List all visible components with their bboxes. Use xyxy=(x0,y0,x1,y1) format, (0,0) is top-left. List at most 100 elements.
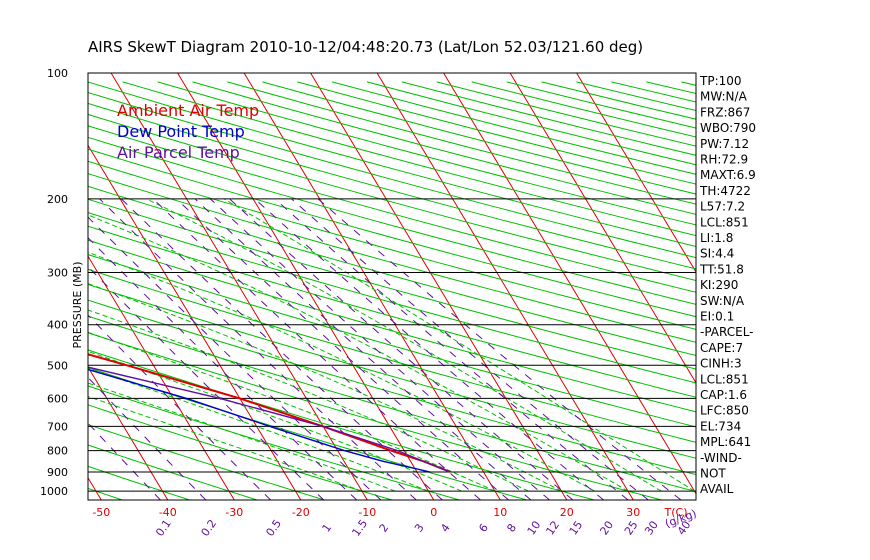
mixing-ratio-line xyxy=(121,198,443,500)
index-item: TH:4722 xyxy=(699,184,751,198)
isotherm-line xyxy=(88,255,235,500)
mixing-ratio-tick-label: 30 xyxy=(642,519,661,538)
ambient-air-temp-profile xyxy=(88,353,451,473)
pressure-tick-label: 800 xyxy=(47,445,68,458)
index-item: SW:N/A xyxy=(700,294,745,308)
index-item: KI:290 xyxy=(700,278,738,292)
isotherm-line xyxy=(576,73,696,273)
dry-adiabat-line xyxy=(227,81,696,205)
dry-adiabat-line xyxy=(88,136,696,305)
y-axis-label: PRESSURE (MB) xyxy=(71,262,84,349)
legend-entry: Ambient Air Temp xyxy=(117,101,259,120)
index-item: EI:0.1 xyxy=(700,310,734,324)
isotherm-line xyxy=(443,73,696,495)
bottom-temp-tick-label: 30 xyxy=(626,506,640,519)
moist-adiabat-line xyxy=(88,382,396,492)
dry-adiabat-line xyxy=(88,148,696,318)
bottom-temp-tick-label: -50 xyxy=(92,506,110,519)
index-item: MAXT:6.9 xyxy=(700,168,756,182)
mixing-ratio-line xyxy=(291,198,649,500)
mixing-ratio-line xyxy=(88,422,161,500)
index-item: CAP:1.6 xyxy=(700,388,747,402)
pressure-tick-label: 1000 xyxy=(40,485,68,498)
index-item: CINH:3 xyxy=(700,357,742,371)
dry-adiabat-line xyxy=(88,487,123,500)
mixing-ratio-tick-label: 12 xyxy=(543,519,562,538)
index-item: PW:7.12 xyxy=(700,137,749,151)
pressure-tick-label: 500 xyxy=(47,359,68,372)
isotherm-line xyxy=(88,476,102,500)
index-item: AVAIL xyxy=(700,482,734,496)
index-item: LCL:851 xyxy=(700,215,749,229)
mixing-ratio-tick-label: 8 xyxy=(504,521,519,534)
mixing-ratio-tick-label: 2 xyxy=(377,521,392,534)
mixing-ratio-line xyxy=(88,376,207,500)
dry-adiabat-line xyxy=(751,82,870,500)
dry-adiabat-line xyxy=(88,268,696,443)
dry-adiabat-line xyxy=(88,349,595,500)
mixing-ratio-tick-label: 15 xyxy=(567,519,586,538)
mixing-ratio-line xyxy=(210,198,550,500)
mixing-ratio-line xyxy=(229,198,574,500)
index-item: LFC:850 xyxy=(700,404,749,418)
plot-frame xyxy=(87,72,697,501)
pressure-tick-label: 100 xyxy=(47,67,68,80)
dry-adiabat-line xyxy=(88,465,190,500)
pressure-tick-label: 200 xyxy=(47,193,68,206)
dry-adiabat-line xyxy=(88,185,696,357)
mixing-ratio-tick-label: 0.1 xyxy=(153,517,174,539)
mixing-ratio-line xyxy=(99,198,417,500)
bottom-temp-tick-label: 0 xyxy=(430,506,437,519)
dry-adiabat-line xyxy=(88,254,696,428)
mixing-ratio-tick-label: 4 xyxy=(438,521,453,534)
dry-adiabat-line xyxy=(88,91,696,259)
dry-adiabat-line xyxy=(88,239,696,413)
dry-adiabat-line xyxy=(436,81,696,147)
dry-adiabat-line xyxy=(88,113,696,282)
legend-entry: Air Parcel Temp xyxy=(117,143,240,162)
bottom-temp-tick-label: 20 xyxy=(560,506,574,519)
dry-adiabat-line xyxy=(88,404,393,500)
mixing-ratio-line xyxy=(176,198,509,500)
index-item: -PARCEL- xyxy=(700,325,754,339)
bottom-temp-tick-label: -10 xyxy=(358,506,376,519)
index-item: FRZ:867 xyxy=(700,105,750,119)
bottom-temp-tick-label: -40 xyxy=(159,506,177,519)
legend: Ambient Air Temp Dew Point Temp Air Parcel… xyxy=(117,101,259,162)
index-item: TT:51.8 xyxy=(699,262,744,276)
dry-adiabat-line xyxy=(88,225,696,398)
mixing-ratio-line xyxy=(274,198,629,500)
pressure-tick-label: 900 xyxy=(47,466,68,479)
bottom-temp-tick-label: -20 xyxy=(292,506,310,519)
mixing-ratio-tick-label: 6 xyxy=(476,521,491,534)
pressure-tick-label: 700 xyxy=(47,420,68,433)
dry-adiabat-line xyxy=(88,102,696,270)
dry-adiabat-line xyxy=(88,332,662,500)
isotherm-line xyxy=(0,73,35,500)
index-item: TP:100 xyxy=(699,74,742,88)
index-item: EL:734 xyxy=(700,419,741,433)
legend-entry: Dew Point Temp xyxy=(117,122,245,141)
index-item: -WIND- xyxy=(700,451,742,465)
dry-adiabat-line xyxy=(821,82,870,500)
mixing-ratio-line xyxy=(88,265,325,500)
dry-adiabat-line xyxy=(88,198,696,370)
isotherm-line xyxy=(243,73,501,500)
dry-adiabat-line xyxy=(88,160,696,330)
air-parcel-temp-profile xyxy=(88,366,451,473)
index-item: WBO:790 xyxy=(700,121,756,135)
isotherm-line xyxy=(88,144,302,500)
dry-adiabat-line xyxy=(366,81,696,166)
mixing-ratio-line xyxy=(88,216,382,500)
axes: 1002003004005006007008009001000-120-110-… xyxy=(40,67,698,539)
dry-adiabat-line xyxy=(88,173,696,343)
index-item: CAPE:7 xyxy=(700,341,743,355)
dry-adiabat-line xyxy=(88,212,696,384)
dry-adiabat-line xyxy=(331,81,696,175)
bottom-temp-tick-label: 10 xyxy=(493,506,507,519)
isotherm-line xyxy=(509,73,696,384)
pressure-tick-label: 400 xyxy=(47,319,68,332)
dry-adiabat-line xyxy=(0,82,55,500)
